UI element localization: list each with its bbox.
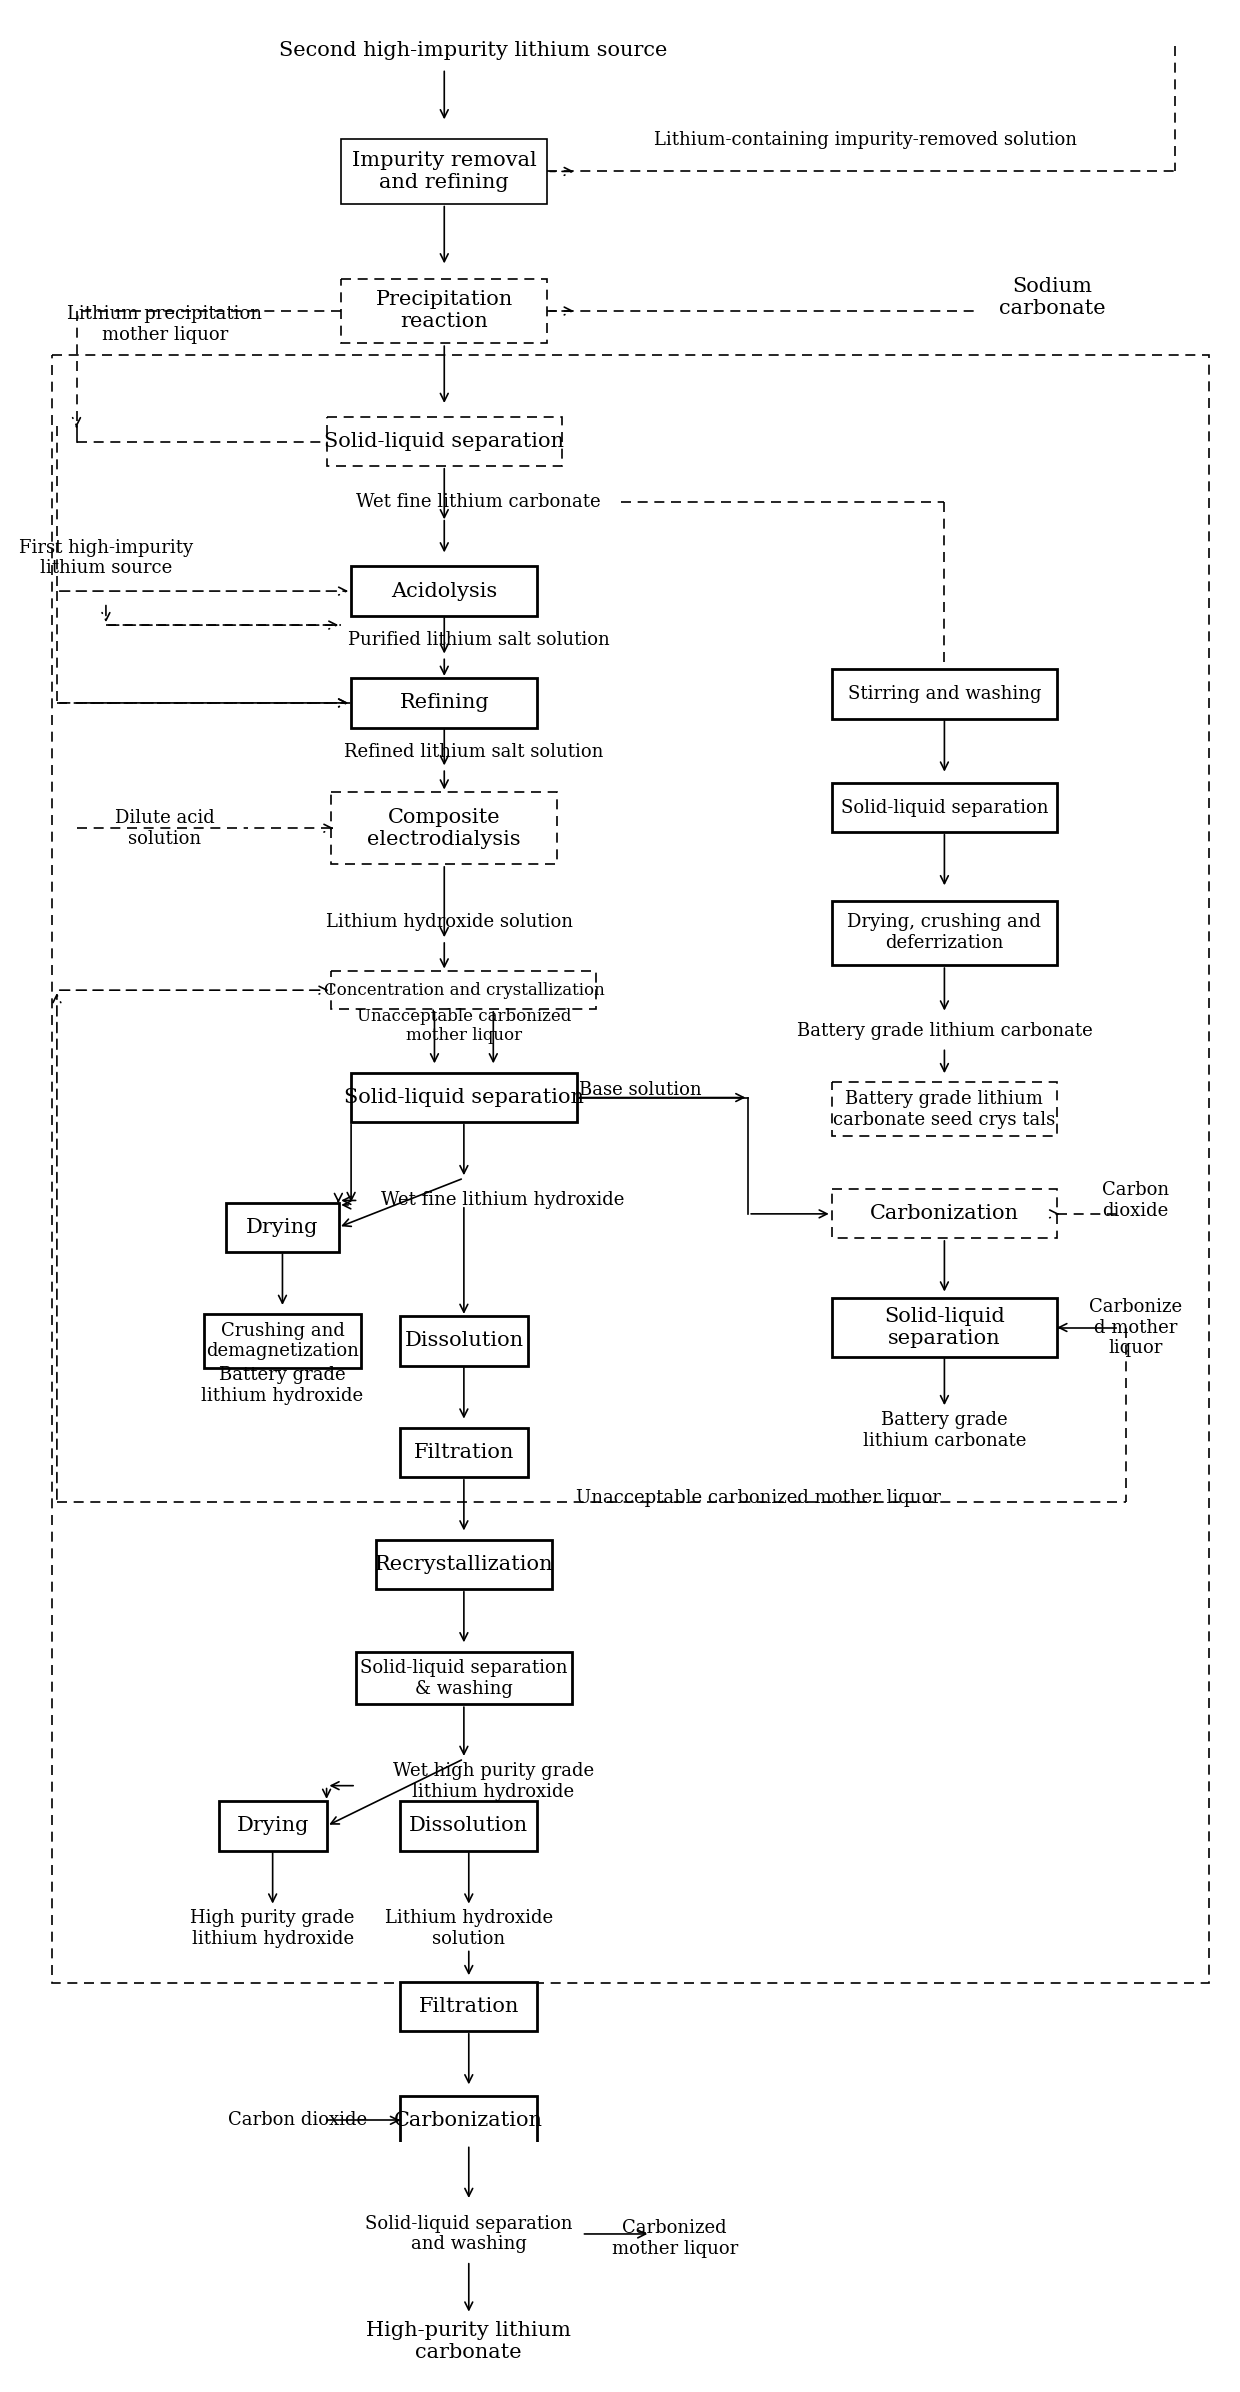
Bar	[832, 1299, 1058, 1356]
Text: Wet fine lithium carbonate: Wet fine lithium carbonate	[356, 493, 601, 509]
Bar	[401, 1983, 537, 2031]
Text: Battery grade
lithium hydroxide: Battery grade lithium hydroxide	[201, 1366, 363, 1404]
Text: Wet high purity grade
lithium hydroxide: Wet high purity grade lithium hydroxide	[393, 1763, 594, 1801]
Text: Solid-liquid
separation: Solid-liquid separation	[884, 1306, 1004, 1349]
Text: Drying: Drying	[237, 1816, 309, 1835]
Bar	[52, 354, 1209, 1983]
Text: Lithium hydroxide solution: Lithium hydroxide solution	[326, 914, 573, 930]
Text: Solid-liquid separation: Solid-liquid separation	[841, 799, 1048, 816]
Text: Lithium precipitation
mother liquor: Lithium precipitation mother liquor	[67, 306, 263, 344]
Text: Carbonization: Carbonization	[394, 2110, 543, 2129]
Text: Impurity removal
and refining: Impurity removal and refining	[352, 151, 537, 191]
Bar	[356, 2208, 582, 2260]
Text: Lithium hydroxide
solution: Lithium hydroxide solution	[384, 1909, 553, 1947]
Bar	[331, 971, 596, 1009]
Text: Precipitation
reaction: Precipitation reaction	[376, 289, 513, 332]
Bar	[351, 1074, 577, 1122]
Text: Solid-liquid separation: Solid-liquid separation	[343, 1088, 584, 1107]
Text: Drying, crushing and
deferrization: Drying, crushing and deferrization	[847, 914, 1042, 952]
Bar	[351, 567, 537, 615]
Bar	[401, 1316, 528, 1366]
Bar	[218, 1801, 326, 1851]
Text: Dissolution: Dissolution	[404, 1332, 523, 1351]
Text: Battery grade
lithium carbonate: Battery grade lithium carbonate	[863, 1411, 1025, 1450]
Text: Filtration: Filtration	[419, 1997, 520, 2016]
Text: Solid-liquid separation: Solid-liquid separation	[325, 433, 564, 452]
Bar	[205, 1313, 361, 1368]
Text: Filtration: Filtration	[414, 1442, 515, 1462]
Text: Carbonized
mother liquor: Carbonized mother liquor	[611, 2220, 738, 2258]
Bar	[341, 280, 547, 342]
Text: Lithium-containing impurity-removed solution: Lithium-containing impurity-removed solu…	[655, 132, 1078, 148]
Text: Dilute acid
solution: Dilute acid solution	[115, 808, 215, 847]
Text: Sodium
carbonate: Sodium carbonate	[999, 277, 1106, 318]
Bar	[326, 416, 562, 466]
Text: Carbon
dioxide: Carbon dioxide	[1102, 1182, 1169, 1220]
Text: Second high-impurity lithium source: Second high-impurity lithium source	[279, 41, 668, 60]
Text: High-purity lithium
carbonate: High-purity lithium carbonate	[366, 2320, 572, 2361]
Text: Wet fine lithium hydroxide: Wet fine lithium hydroxide	[382, 1191, 625, 1210]
Text: Acidolysis: Acidolysis	[391, 581, 497, 600]
Text: Purified lithium salt solution: Purified lithium salt solution	[347, 631, 610, 648]
Bar	[401, 2095, 537, 2146]
Text: Solid-liquid separation
& washing: Solid-liquid separation & washing	[360, 1660, 568, 1698]
Text: Recrystallization: Recrystallization	[374, 1555, 553, 1574]
Text: Drying: Drying	[247, 1218, 319, 1237]
Bar	[832, 782, 1058, 832]
Bar	[226, 1203, 339, 1251]
Bar	[331, 792, 557, 864]
Bar	[401, 1801, 537, 1851]
Text: Refining: Refining	[399, 694, 489, 713]
Text: Base solution: Base solution	[579, 1081, 702, 1100]
Text: Refined lithium salt solution: Refined lithium salt solution	[343, 744, 604, 761]
Bar	[351, 679, 537, 727]
Text: Carbonization: Carbonization	[870, 1203, 1019, 1222]
Text: Battery grade lithium
carbonate seed crys tals: Battery grade lithium carbonate seed cry…	[833, 1091, 1055, 1129]
Text: Battery grade lithium carbonate: Battery grade lithium carbonate	[796, 1021, 1092, 1041]
Text: Crushing and
demagnetization: Crushing and demagnetization	[206, 1320, 358, 1361]
Text: First high-impurity
lithium source: First high-impurity lithium source	[19, 538, 193, 576]
Bar	[832, 1081, 1058, 1136]
Text: Carbonize
d mother
liquor: Carbonize d mother liquor	[1089, 1299, 1182, 1356]
Text: Dissolution: Dissolution	[409, 1816, 528, 1835]
Text: Stirring and washing: Stirring and washing	[848, 684, 1042, 703]
Text: Concentration and crystallization: Concentration and crystallization	[324, 981, 604, 1000]
Bar	[832, 902, 1058, 964]
Text: Unacceptable carbonized mother liquor: Unacceptable carbonized mother liquor	[575, 1488, 940, 1507]
Bar	[341, 139, 547, 203]
Bar	[401, 1428, 528, 1478]
Bar	[832, 1189, 1058, 1239]
Bar	[376, 1540, 552, 1588]
Text: Unacceptable carbonized
mother liquor: Unacceptable carbonized mother liquor	[357, 1007, 572, 1045]
Text: High purity grade
lithium hydroxide: High purity grade lithium hydroxide	[191, 1909, 355, 1947]
Text: Solid-liquid separation
and washing: Solid-liquid separation and washing	[365, 2215, 573, 2253]
Bar	[832, 670, 1058, 718]
Bar	[356, 1653, 572, 1703]
Text: Carbon dioxide: Carbon dioxide	[228, 2112, 367, 2129]
Text: Composite
electrodialysis: Composite electrodialysis	[367, 808, 521, 849]
